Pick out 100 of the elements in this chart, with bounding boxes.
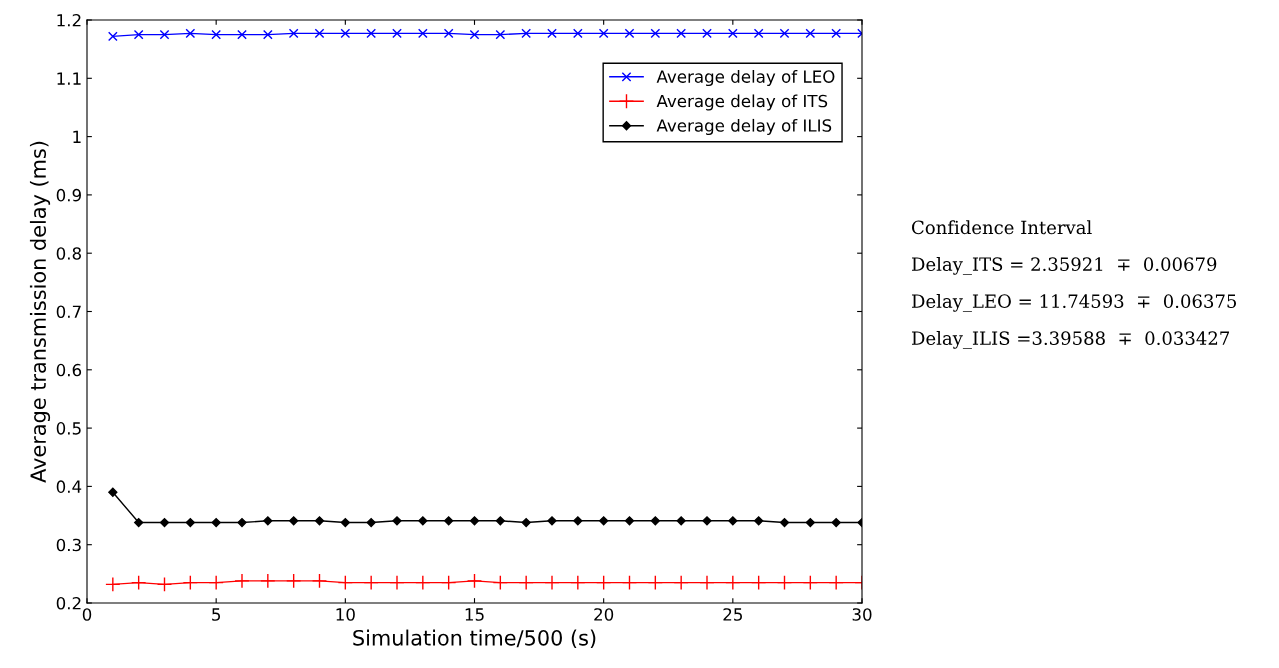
y-tick-label: 0.3 <box>56 538 81 552</box>
text: Confidence Interval <box>912 220 1092 235</box>
legend-label: Average delay of ITS <box>656 94 828 111</box>
y-tick-label: 1 <box>73 130 81 143</box>
point <box>392 516 402 526</box>
y-tick-label: 0.8 <box>56 247 81 260</box>
point <box>415 574 431 591</box>
point <box>105 576 121 592</box>
point <box>441 574 457 591</box>
point <box>753 28 764 39</box>
point <box>624 28 635 39</box>
point <box>751 574 767 591</box>
point <box>262 29 273 40</box>
text: Delay_ITS = 2.35921 ∓ 0.00679 <box>912 257 1217 275</box>
point <box>776 574 793 591</box>
point <box>650 28 661 39</box>
point <box>443 28 454 39</box>
point <box>417 28 428 39</box>
point <box>673 574 689 591</box>
point <box>418 516 428 526</box>
point <box>156 576 173 592</box>
point <box>469 516 480 526</box>
point <box>363 574 379 591</box>
point <box>389 574 405 591</box>
point <box>621 574 638 591</box>
point <box>572 28 583 39</box>
y-tick-label: 0.4 <box>56 480 82 493</box>
point <box>444 516 454 526</box>
point <box>107 31 118 42</box>
point <box>263 516 273 526</box>
point <box>831 517 841 528</box>
point <box>779 28 790 39</box>
point <box>728 516 738 526</box>
point <box>518 574 534 591</box>
point <box>547 28 557 39</box>
x-tick-label: 0 <box>82 608 92 621</box>
point <box>650 516 660 526</box>
point <box>598 28 609 39</box>
point <box>599 516 609 526</box>
point <box>311 573 328 589</box>
point <box>802 574 818 591</box>
point <box>544 574 560 591</box>
point <box>647 574 663 591</box>
point <box>727 28 738 39</box>
legend-label: Average delay of ILIS <box>656 118 832 136</box>
point <box>466 573 483 589</box>
y-tick-label: 0.7 <box>56 305 81 319</box>
point <box>286 573 302 589</box>
y-tick-label: 0.2 <box>56 596 81 610</box>
point <box>133 29 144 40</box>
text: Delay_LEO = 11.74593 ∓ 0.06375 <box>912 294 1237 312</box>
point <box>131 574 147 591</box>
x-tick-label: 10 <box>336 608 355 621</box>
point <box>676 28 687 39</box>
point <box>288 28 299 39</box>
point <box>805 28 816 39</box>
point <box>260 573 276 589</box>
y-tick-label: 1.2 <box>57 13 81 27</box>
point <box>182 574 198 591</box>
point <box>185 517 195 528</box>
y-tick-label: 0.5 <box>56 422 81 435</box>
point <box>185 28 196 39</box>
point <box>108 487 118 497</box>
legend-label: Average delay of LEO <box>656 69 835 87</box>
point <box>237 29 247 40</box>
x-tick-label: 30 <box>852 608 872 621</box>
point <box>521 517 531 528</box>
point <box>492 574 508 591</box>
point <box>314 28 325 39</box>
point <box>754 516 764 526</box>
point <box>725 574 741 591</box>
point <box>392 28 402 39</box>
point <box>366 517 376 528</box>
point <box>521 28 532 39</box>
point <box>831 28 842 39</box>
text: Delay_ILIS =3.39588 ∓ 0.033427 <box>912 331 1230 349</box>
x-axis-title: Simulation time/500 (s) <box>353 629 596 649</box>
x-tick-label: 25 <box>723 608 742 621</box>
point <box>234 573 250 589</box>
point <box>624 516 635 526</box>
y-tick-label: 0.6 <box>56 363 82 377</box>
point <box>337 574 353 591</box>
point <box>596 574 612 591</box>
y-tick-label: 1.1 <box>57 72 81 85</box>
y-axis-title: Average transmission delay (ms) <box>29 141 51 483</box>
y-tick-label: 0.9 <box>56 188 81 202</box>
point <box>570 574 586 591</box>
point <box>547 516 557 526</box>
point <box>573 516 583 526</box>
point <box>495 516 505 526</box>
point <box>340 517 350 528</box>
x-tick-label: 20 <box>594 608 614 621</box>
point <box>237 517 247 528</box>
point <box>314 516 325 526</box>
point <box>289 516 299 526</box>
point <box>366 28 377 39</box>
point <box>699 574 715 591</box>
x-tick-label: 15 <box>465 608 484 621</box>
x-tick-label: 5 <box>212 608 221 621</box>
point <box>469 29 480 40</box>
